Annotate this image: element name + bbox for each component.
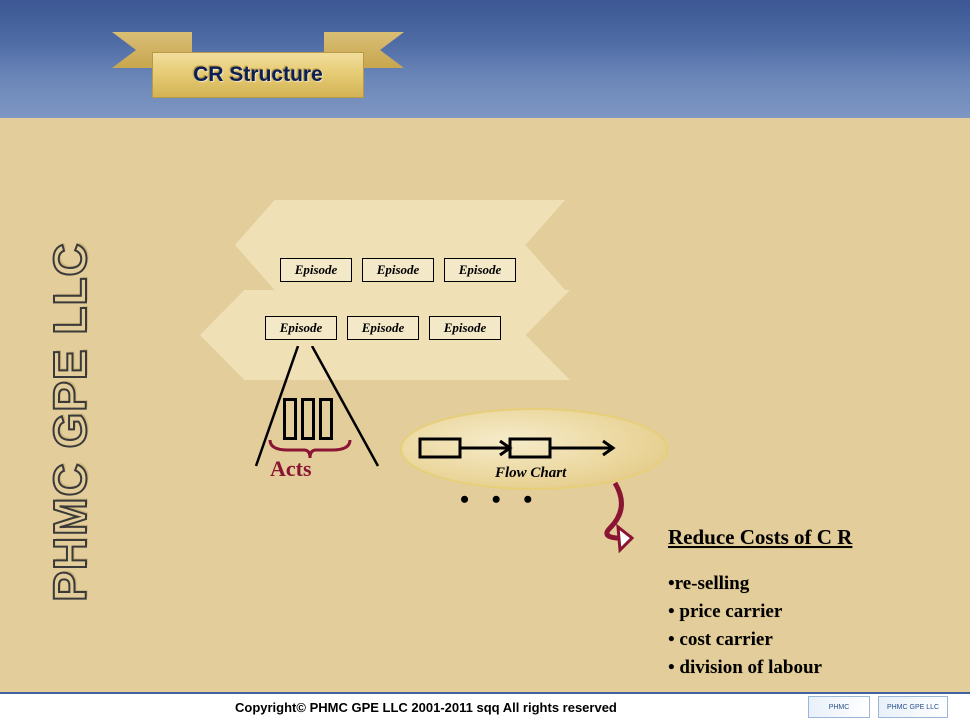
reduce-item: •re-selling	[668, 570, 852, 598]
reduce-item: • price carrier	[668, 598, 852, 626]
reduce-block: Reduce Costs of C R •re-selling • price …	[668, 525, 852, 682]
episode-box: Episode	[444, 258, 516, 282]
footer-copyright: Copyright© PHMC GPE LLC 2001-2011 sqq Al…	[235, 700, 617, 715]
episode-box: Episode	[265, 316, 337, 340]
reduce-item: • division of labour	[668, 654, 852, 682]
reduce-item-text: price carrier	[675, 601, 783, 622]
footer-bar: Copyright© PHMC GPE LLC 2001-2011 sqq Al…	[0, 692, 970, 720]
episode-row-2: Episode Episode Episode	[265, 316, 501, 340]
bullet-icon: •	[668, 601, 675, 622]
episode-box: Episode	[362, 258, 434, 282]
reduce-item-text: division of labour	[675, 657, 822, 678]
episode-box: Episode	[429, 316, 501, 340]
flowchart-diagram	[418, 431, 648, 465]
page-title: CR Structure	[193, 63, 323, 87]
acts-bar	[283, 398, 297, 440]
footer-logo-2: PHMC GPE LLC	[878, 696, 948, 718]
acts-bar	[319, 398, 333, 440]
flowchart-label: Flow Chart	[495, 465, 566, 482]
reduce-item-text: cost carrier	[675, 629, 773, 650]
bullet-icon: •	[668, 573, 675, 594]
title-ribbon: CR Structure	[112, 30, 404, 105]
bullet-icon: •	[668, 629, 675, 650]
episode-row-1: Episode Episode Episode	[280, 258, 516, 282]
reduce-item-text: re-selling	[675, 573, 750, 594]
footer-logo-1: PHMC	[808, 696, 870, 718]
watermark-vertical: PHMC GPE LLC	[43, 242, 97, 602]
reduce-title: Reduce Costs of C R	[668, 525, 852, 550]
reduce-list: •re-selling • price carrier • cost carri…	[668, 570, 852, 682]
acts-label: Acts	[270, 456, 312, 482]
curved-arrow	[560, 478, 660, 558]
episode-box: Episode	[347, 316, 419, 340]
bullet-icon: •	[668, 657, 675, 678]
reduce-item: • cost carrier	[668, 626, 852, 654]
episode-box: Episode	[280, 258, 352, 282]
ellipsis-dots: • • •	[460, 485, 540, 515]
acts-bar	[301, 398, 315, 440]
acts-bars	[283, 398, 333, 440]
ribbon-front: CR Structure	[152, 52, 364, 98]
